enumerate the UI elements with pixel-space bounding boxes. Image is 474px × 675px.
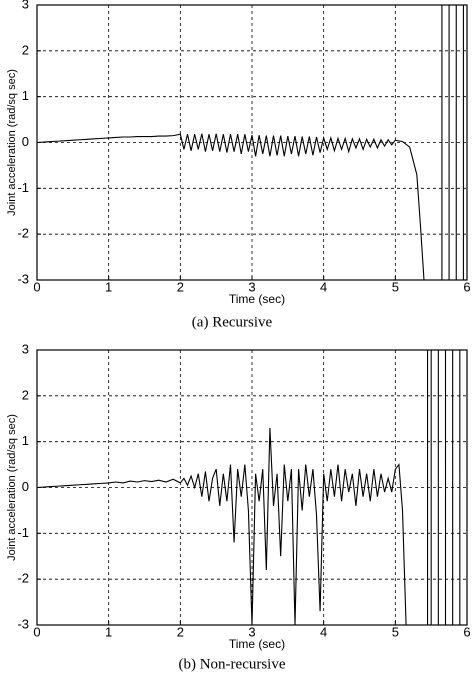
- x-tick-label: 3: [248, 624, 255, 639]
- y-tick-label: -3: [17, 616, 29, 631]
- x-tick-label: 6: [463, 279, 470, 294]
- y-tick-label: 0: [22, 134, 29, 149]
- y-tick-label: 1: [22, 88, 29, 103]
- x-tick-label: 5: [392, 279, 399, 294]
- y-tick-label: 1: [22, 433, 29, 448]
- x-tick-label: 4: [320, 279, 327, 294]
- x-axis-label: Time (sec): [229, 292, 285, 306]
- y-axis-label: Joint acceleration (rad/sq sec): [6, 69, 18, 216]
- x-tick-label: 6: [463, 624, 470, 639]
- x-tick-label: 3: [248, 279, 255, 294]
- data-line: [37, 350, 467, 625]
- y-tick-label: 2: [22, 42, 29, 57]
- x-tick-label: 1: [105, 279, 112, 294]
- y-tick-label: -2: [17, 571, 29, 586]
- y-tick-label: 2: [22, 387, 29, 402]
- plot-area: [37, 350, 467, 625]
- x-tick-label: 0: [33, 279, 40, 294]
- x-tick-label: 4: [320, 624, 327, 639]
- caption: (b) Non-recursive: [178, 656, 285, 672]
- x-axis-label: Time (sec): [229, 637, 285, 651]
- x-tick-label: 0: [33, 624, 40, 639]
- caption: (a) Recursive: [192, 314, 273, 330]
- plot-frame: [36, 4, 468, 281]
- x-tick-label: 1: [105, 624, 112, 639]
- y-axis-label: Joint acceleration (rad/sq sec): [6, 414, 18, 561]
- data-line: [37, 5, 464, 280]
- y-tick-label: 3: [22, 0, 29, 11]
- y-tick-label: 3: [22, 341, 29, 356]
- x-tick-label: 2: [177, 279, 184, 294]
- y-tick-label: 0: [22, 479, 29, 494]
- y-tick-label: -2: [17, 226, 29, 241]
- plot-area: [37, 5, 467, 280]
- x-tick-label: 2: [177, 624, 184, 639]
- y-tick-label: -1: [17, 180, 29, 195]
- y-tick-label: -3: [17, 271, 29, 286]
- y-tick-label: -1: [17, 525, 29, 540]
- x-tick-label: 5: [392, 624, 399, 639]
- plot-frame: [36, 349, 468, 626]
